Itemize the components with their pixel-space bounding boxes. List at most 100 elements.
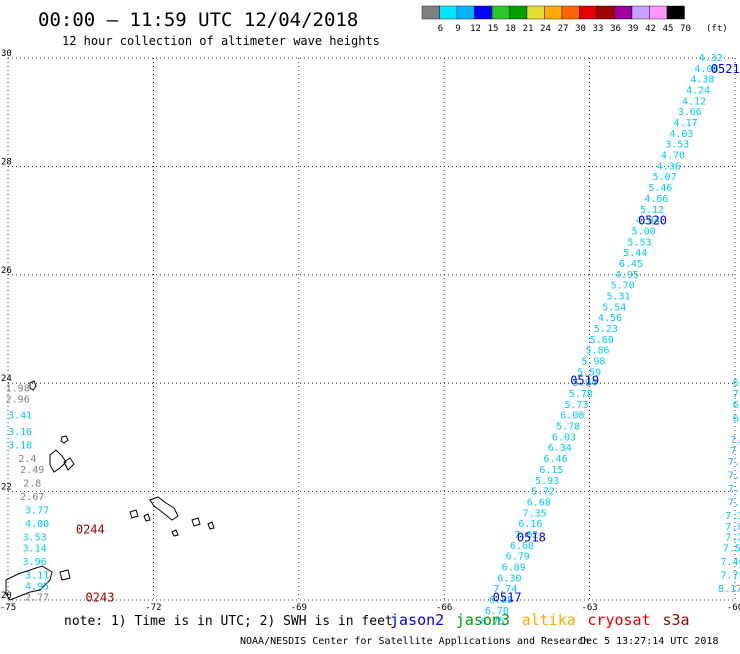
island-outline [59, 569, 71, 581]
pass-time-label: 0244 [76, 523, 105, 537]
wave-height-value: 6.46 [544, 454, 568, 465]
latitude-tick-label: 22 [1, 483, 12, 493]
island-outline [171, 529, 179, 537]
wave-height-value: 3.53 [23, 533, 47, 544]
wave-height-value: 7.9 [728, 497, 740, 508]
wave-height-value: 4.38 [690, 75, 714, 86]
colorbar-swatch [491, 5, 510, 20]
wave-height-value: 5.53 [627, 237, 651, 248]
colorbar-tick: 39 [628, 24, 639, 34]
altimeter-tracks: 4.324.084.384.244.123.664.174.033.534.70… [6, 53, 740, 628]
map-title: 00:00 – 11:59 UTC 12/04/2018 [38, 9, 358, 31]
wave-height-value: 6.79 [506, 552, 530, 563]
wave-height-value: 4.17 [674, 118, 698, 129]
pass-time-label: 0517 [493, 590, 522, 604]
land-outlines [5, 380, 215, 601]
colorbar-swatch [456, 5, 475, 20]
note-text: note: 1) Time is in UTC; 2) SWH is in fe… [64, 614, 393, 629]
wave-height-value: 6.08 [560, 411, 584, 422]
wave-height-value: 4.12 [682, 96, 706, 107]
longitude-tick-label: -69 [291, 603, 307, 613]
wave-height-value: 5.59 [577, 367, 601, 378]
wave-height-value: 6 [733, 400, 739, 411]
colorbar-swatch [614, 5, 633, 20]
wave-height-value: 5.07 [653, 172, 677, 183]
colorbar-tick: 15 [488, 24, 499, 34]
colorbar-swatch [649, 5, 668, 20]
wave-height-value: 5.23 [594, 324, 618, 335]
wave-height-value: 3.53 [665, 140, 689, 151]
wave-height-value: 7 [733, 389, 739, 400]
wave-height-value: 5.86 [585, 346, 609, 357]
wave-height-value: 5.46 [648, 183, 672, 194]
colorbar-swatch [666, 5, 685, 20]
wave-height-value: 3.41 [8, 411, 32, 422]
wave-height-value: 4.32 [699, 53, 723, 64]
colorbar-tick: 6 [438, 24, 443, 34]
wave-height-value: 7 [730, 446, 736, 457]
wave-height-value: 4.56 [598, 313, 622, 324]
wave-height-value: 3.14 [23, 544, 47, 555]
wave-height-value: 1.98 [6, 384, 30, 395]
longitude-tick-label: -72 [145, 603, 161, 613]
latitude-tick-label: 28 [1, 157, 12, 167]
colorbar-swatch [579, 5, 598, 20]
colorbar-swatch [474, 5, 493, 20]
wave-height-value: 4.36 [657, 161, 681, 172]
colorbar-tick: 18 [505, 24, 516, 34]
wave-height-value: 5.31 [606, 291, 630, 302]
wave-height-value: 4.70 [661, 151, 685, 162]
wave-height-value: 6 [733, 378, 739, 389]
latitude-tick-label: 24 [1, 374, 12, 384]
wave-height-value: 7.3 [725, 511, 740, 522]
pass-time-label: 0518 [517, 531, 546, 545]
colorbar-swatch [439, 5, 458, 20]
wave-height-value: 5.00 [632, 226, 656, 237]
colorbar-tick: 30 [575, 24, 586, 34]
colorbar-swatch [561, 5, 580, 20]
wave-height-value: 3.77 [25, 506, 49, 517]
longitude-tick-label: -63 [581, 603, 597, 613]
colorbar-tick: 36 [610, 24, 621, 34]
graticule: -75 -72 -69 -66 -63 -60 30 28 26 24 22 20 [0, 49, 740, 613]
note-line: note: 1) Time is in UTC; 2) SWH is in fe… [64, 611, 690, 629]
island-outline [129, 509, 139, 519]
island-outline [29, 380, 37, 391]
wave-height-value: 3.16 [8, 427, 32, 438]
wave-height-value: 6.75 [481, 617, 505, 628]
colorbar-tick: 27 [558, 24, 569, 34]
colorbar-tick: 42 [645, 24, 656, 34]
wave-height-value: 8.17 [718, 584, 740, 595]
legend-altika: altika [522, 611, 576, 629]
wave-height-value: 7.57 [723, 544, 740, 555]
wave-height-value: 6.16 [518, 519, 542, 530]
colorbar-tick: 24 [540, 24, 551, 34]
wave-height-value: 5.98 [581, 357, 605, 368]
wave-height-value: 6.89 [502, 562, 526, 573]
wave-height-value: 2.96 [6, 394, 30, 405]
wave-height-value: 7.75 [720, 571, 740, 582]
colorbar-tick: 21 [523, 24, 534, 34]
wave-height-value: 6.34 [548, 443, 572, 454]
colorbar-swatch [596, 5, 615, 20]
wave-height-value: 6.15 [539, 465, 563, 476]
wave-height-value: 7.74 [493, 584, 517, 595]
island-outline [149, 496, 179, 521]
wave-height-value: 7. [730, 435, 740, 446]
wave-height-value: 5.93 [535, 476, 559, 487]
wave-height-value: 4.84 [636, 216, 660, 227]
wave-height-value: 7.1 [728, 470, 740, 481]
timestamp-text: Dec 5 13:27:14 UTC 2018 [580, 636, 718, 647]
colorbar-unit: (ft) [706, 24, 728, 34]
wave-height-value: 2.77 [25, 592, 49, 603]
wave-height-value: 6.30 [497, 573, 521, 584]
wave-height-value: 5.78 [569, 389, 593, 400]
colorbar-swatch [544, 5, 563, 20]
wave-height-value: 4.95 [615, 270, 639, 281]
wave-height-value: 7.46 [720, 557, 740, 568]
wave-height-value: 5.72 [531, 487, 555, 498]
wave-height-value: 7.1 [728, 484, 740, 495]
wave-height-value: 3.18 [8, 441, 32, 452]
